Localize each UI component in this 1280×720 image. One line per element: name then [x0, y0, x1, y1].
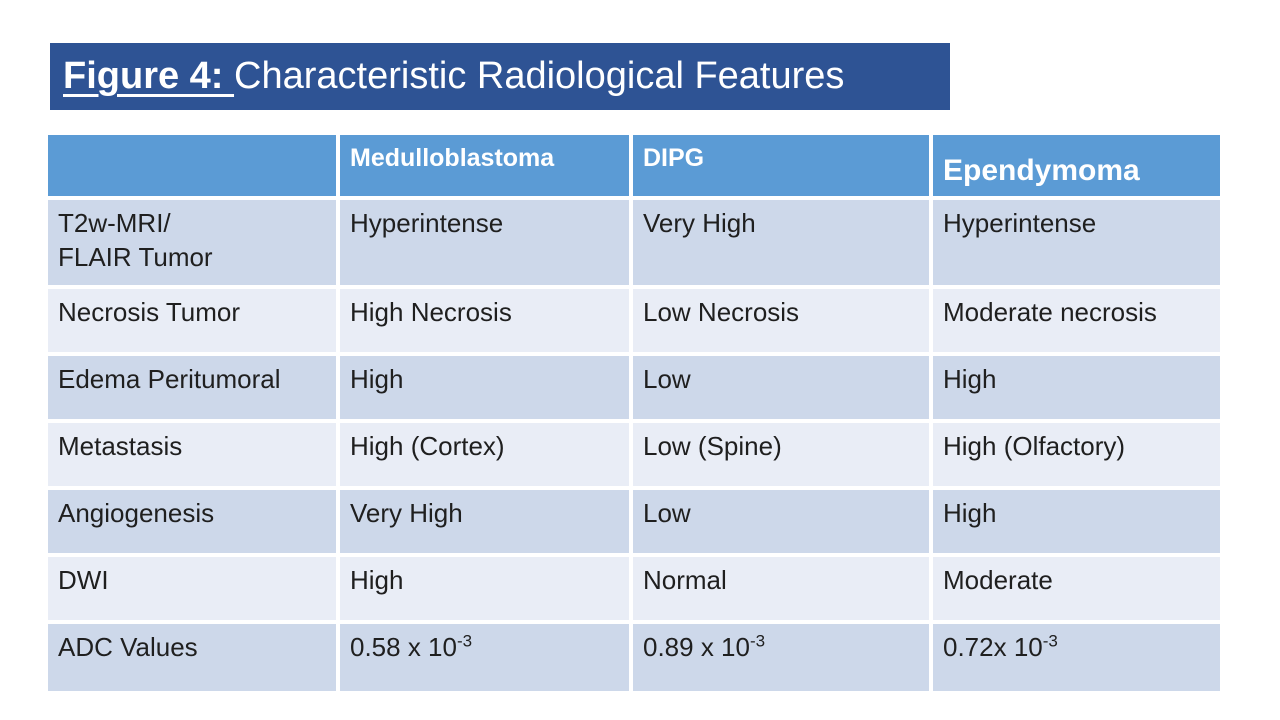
cell-angiogenesis-ependymoma: High: [933, 490, 1220, 557]
table-row-necrosis: Necrosis Tumor High Necrosis Low Necrosi…: [48, 289, 1220, 356]
cell-adc-medulloblastoma: 0.58 x 10-3: [340, 624, 633, 691]
table-row-edema: Edema Peritumoral High Low High: [48, 356, 1220, 423]
row-label-edema: Edema Peritumoral: [48, 356, 340, 423]
cell-t2w-dipg: Very High: [633, 200, 933, 289]
title-text: Characteristic Radiological Features: [234, 55, 845, 97]
cell-necrosis-dipg: Low Necrosis: [633, 289, 933, 356]
cell-metastasis-ependymoma: High (Olfactory): [933, 423, 1220, 490]
row-label-t2w-flair: T2w-MRI/ FLAIR Tumor: [48, 200, 340, 289]
row-label-dwi: DWI: [48, 557, 340, 624]
cell-edema-dipg: Low: [633, 356, 933, 423]
adc-value-base: 0.89 x 10: [643, 632, 750, 662]
cell-dwi-medulloblastoma: High: [340, 557, 633, 624]
cell-t2w-ependymoma: Hyperintense: [933, 200, 1220, 289]
table-row-adc: ADC Values 0.58 x 10-3 0.89 x 10-3 0.72x…: [48, 624, 1220, 691]
table-row-metastasis: Metastasis High (Cortex) Low (Spine) Hig…: [48, 423, 1220, 490]
row-label-adc: ADC Values: [48, 624, 340, 691]
table-header-row: Medulloblastoma DIPG Ependymoma: [48, 135, 1220, 200]
adc-value-exponent: -3: [749, 631, 766, 651]
cell-necrosis-medulloblastoma: High Necrosis: [340, 289, 633, 356]
adc-value-exponent: -3: [456, 631, 473, 651]
header-empty: [48, 135, 340, 200]
header-medulloblastoma: Medulloblastoma: [340, 135, 633, 200]
adc-value-exponent: -3: [1042, 631, 1058, 651]
row-label-angiogenesis: Angiogenesis: [48, 490, 340, 557]
adc-value-base: 0.58 x 10: [350, 632, 457, 662]
cell-metastasis-medulloblastoma: High (Cortex): [340, 423, 633, 490]
table-row-angiogenesis: Angiogenesis Very High Low High: [48, 490, 1220, 557]
adc-value-base: 0.72x 10: [943, 632, 1043, 662]
slide-title-bar: Figure 4: Characteristic Radiological Fe…: [50, 43, 950, 110]
cell-dwi-ependymoma: Moderate: [933, 557, 1220, 624]
cell-metastasis-dipg: Low (Spine): [633, 423, 933, 490]
header-ependymoma: Ependymoma: [933, 135, 1220, 200]
cell-adc-ependymoma: 0.72x 10-3: [933, 624, 1220, 691]
cell-angiogenesis-medulloblastoma: Very High: [340, 490, 633, 557]
radiology-features-table: Medulloblastoma DIPG Ependymoma T2w-MRI/…: [48, 135, 1220, 691]
title-figure-label: Figure 4:: [63, 55, 235, 97]
table-row-t2w-flair: T2w-MRI/ FLAIR Tumor Hyperintense Very H…: [48, 200, 1220, 289]
cell-dwi-dipg: Normal: [633, 557, 933, 624]
cell-t2w-medulloblastoma: Hyperintense: [340, 200, 633, 289]
row-label-necrosis: Necrosis Tumor: [48, 289, 340, 356]
header-dipg: DIPG: [633, 135, 933, 200]
row-label-metastasis: Metastasis: [48, 423, 340, 490]
cell-edema-medulloblastoma: High: [340, 356, 633, 423]
cell-angiogenesis-dipg: Low: [633, 490, 933, 557]
cell-necrosis-ependymoma: Moderate necrosis: [933, 289, 1220, 356]
cell-edema-ependymoma: High: [933, 356, 1220, 423]
table-row-dwi: DWI High Normal Moderate: [48, 557, 1220, 624]
radiology-features-table-wrap: Medulloblastoma DIPG Ependymoma T2w-MRI/…: [48, 135, 1220, 691]
cell-adc-dipg: 0.89 x 10-3: [633, 624, 933, 691]
